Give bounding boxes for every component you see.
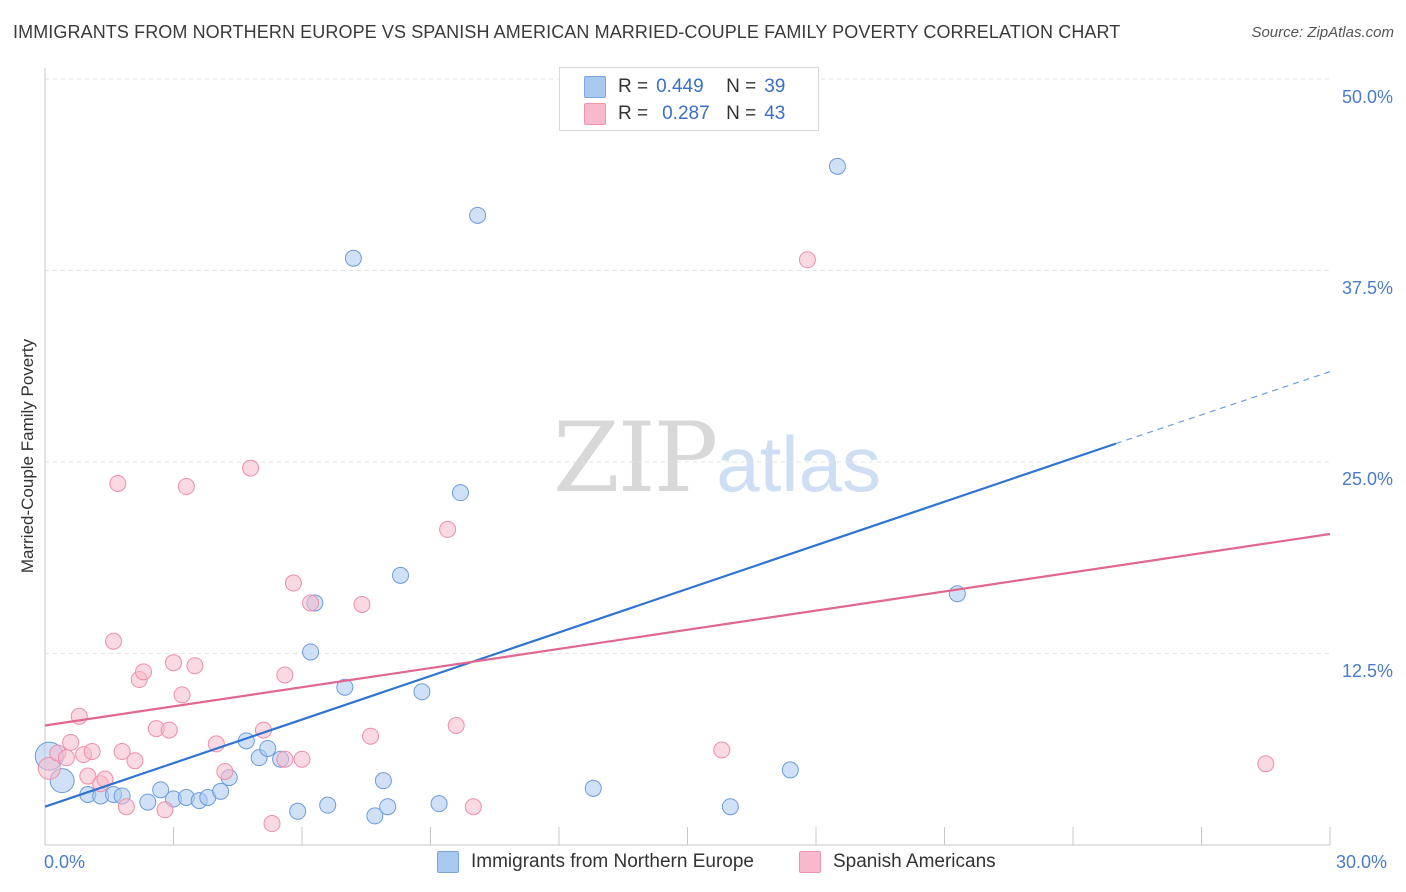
r-value: 0.449 — [656, 76, 704, 97]
point-spanish-americans — [186, 657, 204, 675]
n-value: 43 — [764, 103, 786, 124]
point-spanish-americans — [276, 666, 294, 684]
trend-line-extension — [1115, 371, 1331, 445]
point-northern-europe — [430, 795, 448, 813]
point-spanish-americans — [160, 721, 178, 739]
stats-legend: R = 0.449 N = 39 R = 0.287 N = 43 — [559, 67, 819, 131]
point-spanish-americans — [117, 798, 135, 816]
n-label: N = — [726, 76, 757, 97]
legend-swatch-blue — [437, 851, 459, 873]
point-northern-europe — [374, 772, 392, 790]
point-northern-europe — [721, 798, 739, 816]
watermark-zip: ZIP — [553, 402, 718, 514]
y-axis-title: Married-Couple Family Poverty — [18, 338, 37, 574]
point-spanish-americans — [353, 595, 371, 613]
stats-legend-row-1: R = 0.449 N = 39 — [584, 74, 786, 100]
point-northern-europe — [366, 807, 384, 825]
point-spanish-americans — [105, 632, 123, 650]
y-tick-label-25: 25.0% — [1341, 469, 1393, 489]
point-northern-europe — [584, 779, 602, 797]
point-northern-europe — [212, 782, 230, 800]
point-northern-europe — [828, 157, 846, 175]
point-northern-europe — [392, 566, 410, 584]
point-spanish-americans — [362, 727, 380, 745]
point-spanish-americans — [109, 474, 127, 492]
legend-item-northern-europe: Immigrants from Northern Europe — [437, 851, 754, 873]
gridlines — [45, 78, 1330, 654]
point-spanish-americans — [216, 762, 234, 780]
point-northern-europe — [344, 249, 362, 267]
legend-swatch-blue — [584, 76, 606, 98]
point-spanish-americans — [713, 741, 731, 759]
point-spanish-americans — [37, 756, 61, 780]
point-spanish-americans — [798, 251, 816, 269]
trend-line-spanish-americans — [44, 532, 1331, 727]
legend-swatch-pink — [584, 103, 606, 125]
point-spanish-americans — [263, 815, 281, 833]
point-northern-europe — [413, 683, 431, 701]
x-tick-label-min: 0.0% — [44, 852, 86, 872]
point-spanish-americans — [173, 686, 191, 704]
n-value: 39 — [764, 76, 786, 97]
chart-title: IMMIGRANTS FROM NORTHERN EUROPE VS SPANI… — [13, 22, 1121, 42]
point-spanish-americans — [156, 801, 174, 819]
point-spanish-americans — [57, 749, 75, 767]
trend-lines — [44, 371, 1331, 808]
point-northern-europe — [781, 761, 799, 779]
legend-swatch-pink — [799, 851, 821, 873]
r-label: R = — [618, 103, 649, 124]
point-spanish-americans — [242, 459, 260, 477]
stats-legend-row-2: R = 0.287 N = 43 — [584, 101, 786, 127]
legend-label: Immigrants from Northern Europe — [471, 851, 754, 872]
point-northern-europe — [451, 484, 469, 502]
point-spanish-americans — [302, 594, 320, 612]
point-spanish-americans — [113, 743, 131, 761]
point-spanish-americans — [165, 654, 182, 672]
point-spanish-americans — [447, 717, 465, 735]
point-northern-europe — [259, 739, 277, 757]
point-spanish-americans — [439, 520, 457, 538]
trend-line-northern-europe — [44, 442, 1117, 808]
point-spanish-americans — [276, 750, 294, 768]
data-points — [34, 157, 1275, 833]
point-northern-europe — [336, 678, 354, 696]
point-spanish-americans — [464, 798, 482, 816]
point-northern-europe — [139, 793, 157, 811]
point-spanish-americans — [135, 663, 153, 681]
point-spanish-americans — [79, 767, 97, 785]
point-spanish-americans — [83, 743, 101, 761]
r-value: 0.287 — [662, 103, 710, 124]
source-label: Source: ZipAtlas.com — [1251, 24, 1394, 41]
point-spanish-americans — [62, 733, 80, 751]
y-tick-label-50: 50.0% — [1341, 87, 1393, 107]
point-northern-europe — [469, 206, 487, 224]
point-northern-europe — [152, 781, 170, 799]
point-spanish-americans — [284, 574, 302, 592]
point-spanish-americans — [293, 750, 311, 768]
x-tick-label-max: 30.0% — [1336, 852, 1388, 872]
point-northern-europe — [379, 798, 397, 816]
point-spanish-americans — [1257, 755, 1275, 773]
legend-label: Spanish Americans — [833, 851, 996, 872]
n-label: N = — [726, 103, 757, 124]
point-spanish-americans — [177, 478, 195, 496]
point-northern-europe — [302, 643, 320, 661]
watermark: ZIPatlas — [553, 402, 881, 514]
r-label: R = — [618, 76, 649, 97]
point-spanish-americans — [126, 752, 144, 770]
axes — [44, 68, 1331, 846]
legend-item-spanish-americans: Spanish Americans — [799, 851, 996, 873]
point-northern-europe — [319, 796, 337, 814]
y-tick-label-37-5: 37.5% — [1341, 278, 1393, 298]
y-tick-label-12-5: 12.5% — [1341, 661, 1393, 681]
point-northern-europe — [289, 802, 307, 820]
watermark-atlas: atlas — [716, 420, 881, 508]
